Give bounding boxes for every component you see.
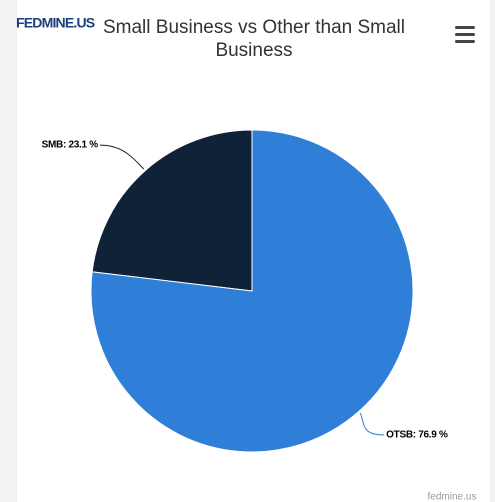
data-label: SMB: 23.1 % [42, 140, 99, 151]
credit: fedmine.us [428, 492, 477, 502]
data-label: OTSB: 76.9 % [386, 430, 448, 441]
pie-slice [90, 129, 414, 453]
menu-bar [455, 26, 475, 29]
logo: FEDMINE.US [16, 15, 95, 31]
menu-bar [455, 40, 475, 43]
label-connector [99, 144, 145, 170]
label-connector [359, 412, 385, 436]
pie-slice [91, 129, 253, 292]
menu-button[interactable] [455, 26, 475, 43]
menu-bar [455, 33, 475, 36]
chart-title: Small Business vs Other than Small Busine… [103, 17, 405, 61]
